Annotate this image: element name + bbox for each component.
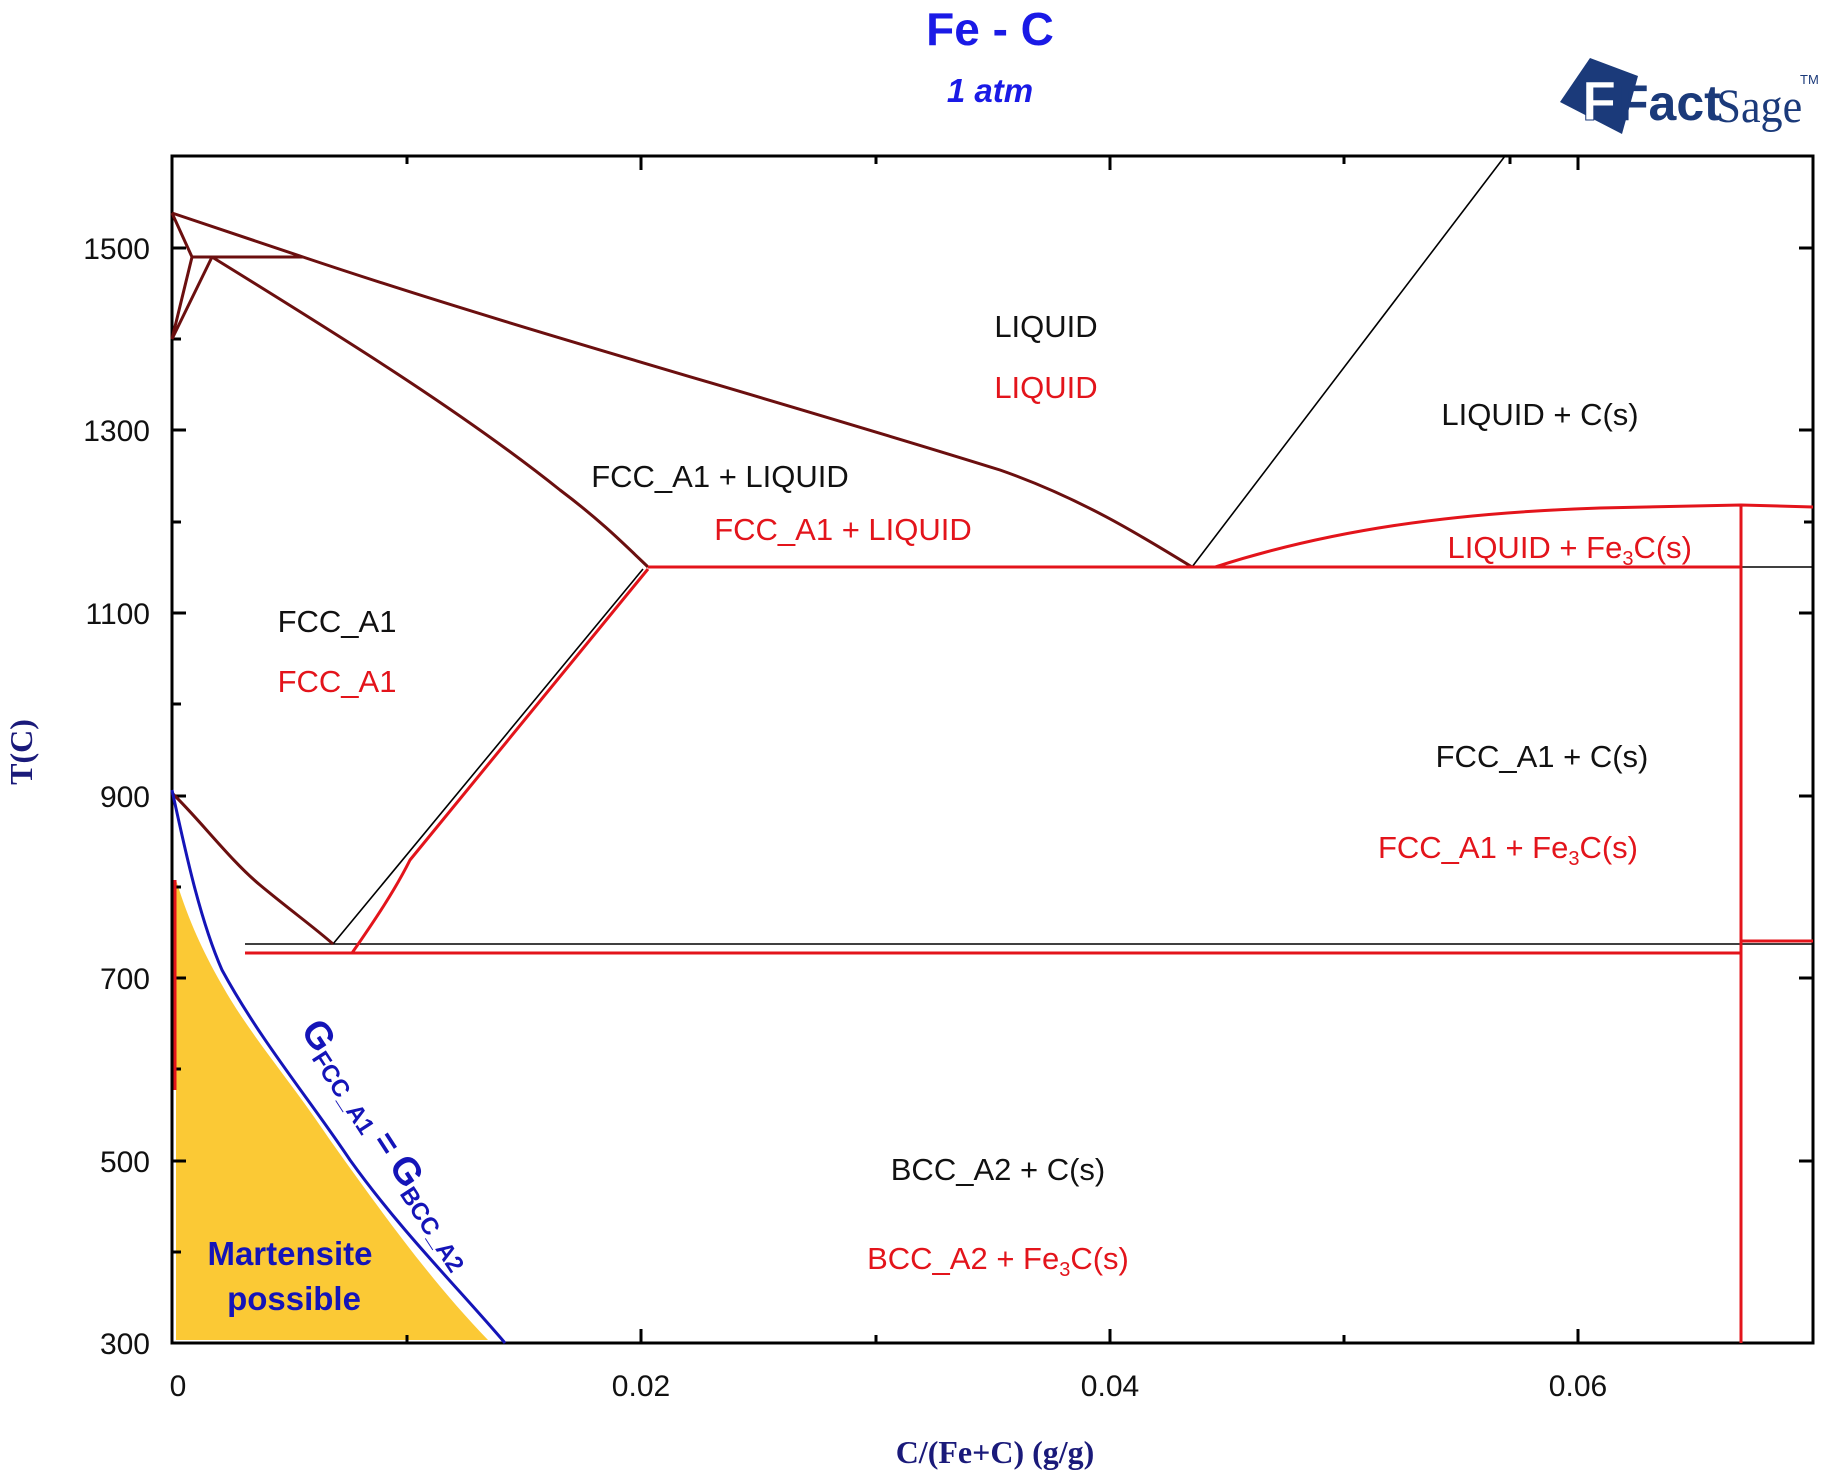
label-fcc-liquid: FCC_A1 + LIQUID: [591, 459, 849, 494]
svg-text:F: F: [1582, 69, 1616, 132]
y-tick-label: 1100: [85, 598, 150, 631]
stable-thin-lines: [245, 155, 1813, 945]
metastable-lines: [173, 503, 1814, 1343]
x-axis-title: C/(Fe+C) (g/g): [896, 1434, 1095, 1470]
label-bcc-c: BCC_A2 + C(s): [891, 1152, 1105, 1187]
label-fcc-c: FCC_A1 + C(s): [1436, 739, 1649, 774]
y-tick-label: 300: [100, 1328, 150, 1361]
label-possible: possible: [227, 1280, 361, 1317]
y-tick-label: 900: [100, 781, 150, 814]
label-fcc-fe3c: FCC_A1 + Fe3C(s): [1378, 830, 1638, 870]
chart-subtitle: 1 atm: [946, 72, 1034, 109]
phase-boundaries: [170, 211, 1193, 946]
y-tick-label: 1300: [83, 415, 150, 448]
delta-gamma-boundary: [170, 256, 214, 340]
label-fcc: FCC_A1: [278, 604, 397, 639]
y-tick-label: 1500: [83, 233, 150, 266]
delta-boundary: [170, 212, 194, 340]
logo-tm: TM: [1800, 72, 1819, 87]
label-bcc-fe3c: BCC_A2 + Fe3C(s): [867, 1241, 1129, 1281]
logo-diamond-icon: [1560, 58, 1638, 134]
factsage-logo: F Fact Sage TM: [1560, 58, 1819, 134]
x-tick-label: 0.02: [612, 1370, 670, 1403]
x-tick-label: 0.04: [1081, 1370, 1139, 1403]
a3-line: [170, 791, 334, 946]
martensite-region: [176, 880, 488, 1340]
label-fcc-liquid-metastable: FCC_A1 + LIQUID: [714, 512, 972, 547]
solidus-line: [211, 255, 650, 569]
logo-text-light: Sage: [1716, 79, 1802, 132]
label-liquid-c: LIQUID + C(s): [1441, 397, 1638, 432]
x-axis: [405, 156, 1580, 1343]
label-martensite: Martensite: [207, 1235, 372, 1272]
t0-line: [170, 789, 507, 1344]
chart-title: Fe - C: [926, 3, 1054, 55]
y-axis-title: T(C): [3, 719, 39, 785]
label-liquid-fe3c: LIQUID + Fe3C(s): [1447, 530, 1692, 570]
y-tick-label: 500: [100, 1146, 150, 1179]
label-liquid: LIQUID: [994, 309, 1097, 344]
y-tick-label: 700: [100, 963, 150, 996]
x-tick-label: 0: [170, 1370, 187, 1403]
label-liquid-metastable: LIQUID: [994, 370, 1097, 405]
label-fcc-metastable: FCC_A1: [278, 664, 397, 699]
acm-stable-line: [332, 568, 644, 945]
acm-metastable-line: [350, 568, 650, 954]
fe3c-liquidus-line: [1214, 503, 1814, 569]
logo-text-bold: Fact: [1618, 75, 1721, 131]
liquidus-line: [171, 211, 1193, 569]
plot-frame: [170, 154, 1815, 1345]
x-tick-label: 0.06: [1549, 1370, 1607, 1403]
graphite-liquidus-line: [1191, 155, 1506, 568]
